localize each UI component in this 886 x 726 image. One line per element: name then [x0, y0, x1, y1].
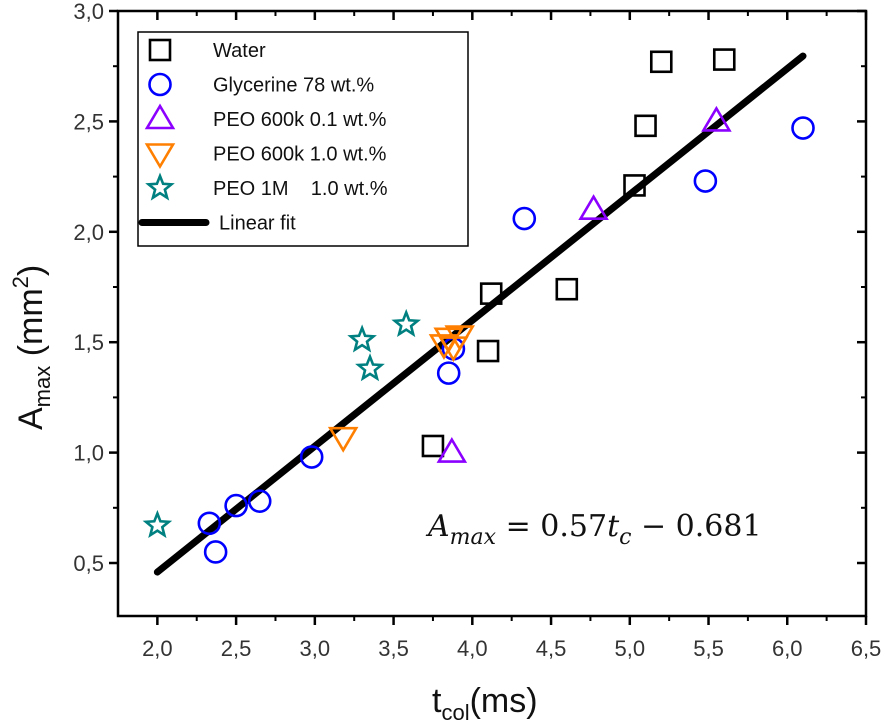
data-point: [623, 174, 646, 197]
data-point: [512, 206, 537, 231]
legend-box: [137, 31, 469, 247]
data-point: [355, 353, 385, 382]
data-point: [327, 426, 359, 453]
data-point: [197, 511, 222, 536]
x-tick-label: 2,5: [221, 636, 252, 661]
data-point: [299, 445, 324, 469]
series-peo-1m-1-0-wt: [142, 308, 422, 539]
data-point: [436, 361, 461, 385]
series-glycerine-78-wt: [197, 116, 815, 564]
y-axis-title-close: ): [12, 265, 50, 276]
x-tick-label: 5,0: [614, 636, 645, 661]
x-axis: 2,0 2,5 3,0 3,5 4,0 4,5 5,0 5,5 6,0 6,5: [142, 11, 881, 661]
data-point: [555, 277, 579, 301]
series-water: [421, 48, 736, 458]
legend-marker-triangle-down: [144, 143, 176, 170]
equation-var: t: [607, 509, 620, 544]
legend-label: Water: [213, 40, 266, 62]
data-point: [421, 434, 445, 458]
series-peo-600k-0-1-wt: [436, 105, 732, 463]
data-point: [142, 509, 173, 539]
data-point: [224, 493, 248, 518]
x-tick-label: 5,5: [693, 636, 724, 661]
y-axis: 0,5 1,0 1,5 2,0 2,5 3,0: [73, 0, 866, 576]
data-point: [444, 325, 475, 352]
plot-border: [116, 9, 868, 618]
y-tick-label: 1,5: [73, 330, 104, 355]
y-axis-title-main: A: [12, 407, 50, 430]
series-peo-600k-1-0-wt: [327, 325, 475, 453]
legend-item: PEO 600k 0.1 wt.%: [144, 103, 387, 131]
legend-label: PEO 1M 1.0 wt.%: [213, 178, 388, 200]
data-point: [701, 105, 732, 132]
x-tick-label: 3,0: [300, 636, 331, 661]
data-point: [479, 282, 503, 305]
equation-var-sub: c: [619, 525, 631, 550]
legend-marker-circle: [148, 72, 172, 97]
x-axis-title-sub: col: [441, 700, 469, 725]
fit-line-layer: [153, 52, 807, 576]
data-point: [391, 308, 422, 338]
legend-item: Glycerine 78 wt.%: [148, 72, 374, 97]
x-tick-label: 6,0: [772, 636, 803, 661]
y-tick-label: 3,0: [73, 0, 104, 24]
data-point: [634, 114, 657, 138]
x-tick-label: 4,5: [536, 636, 567, 661]
data-point: [578, 194, 609, 221]
y-tick-label: 0,5: [73, 551, 104, 576]
equation-rhs: = 0.57: [496, 509, 607, 544]
x-tick-label: 3,5: [378, 636, 409, 661]
legend-item: PEO 1M 1.0 wt.%: [145, 172, 388, 201]
y-tick-label: 2,0: [73, 220, 104, 245]
legend-marker-star: [145, 172, 175, 201]
legend-label: PEO 600k 0.1 wt.%: [213, 109, 387, 131]
data-point: [247, 489, 272, 513]
y-tick-label: 1,0: [73, 441, 104, 466]
legend: Water Glycerine 78 wt.% PEO 600k 0.1 wt.% P…: [137, 31, 469, 247]
legend-item: PEO 600k 1.0 wt.%: [144, 143, 387, 170]
data-point: [347, 324, 377, 353]
x-tick-label: 2,0: [142, 636, 173, 661]
equation-tail: − 0.681: [631, 509, 761, 544]
legend-item: Water: [148, 38, 266, 62]
fit-equation: Amax = 0.57tc − 0.681: [425, 509, 762, 550]
legend-label: Linear fit: [219, 213, 296, 235]
y-axis-title-unit: (mm: [12, 288, 50, 365]
linear-fit-line: [153, 52, 807, 576]
plot-frame: [116, 9, 868, 618]
data-point: [649, 50, 673, 74]
points-layer: [142, 48, 815, 564]
equation-lhs: A: [425, 509, 450, 544]
y-tick-label: 2,5: [73, 109, 104, 134]
y-axis-title-sub: max: [30, 366, 55, 408]
y-axis-title-sup: 2: [8, 276, 33, 288]
data-point: [693, 169, 718, 193]
y-axis-title: Amax (mm2): [8, 265, 55, 430]
legend-label: PEO 600k 1.0 wt.%: [213, 144, 387, 166]
legend-marker-square: [148, 38, 172, 62]
legend-marker-triangle-up: [144, 103, 176, 130]
data-point: [476, 339, 500, 363]
x-axis-title-unit: (ms): [470, 682, 538, 720]
data-point: [436, 437, 468, 463]
legend-item: Linear fit: [138, 213, 296, 235]
data-point: [712, 48, 736, 71]
x-axis-title-main: t: [432, 682, 442, 720]
x-axis-title: tcol(ms): [432, 682, 538, 725]
data-point: [791, 116, 815, 140]
equation-lhs-sub: max: [450, 525, 497, 550]
x-tick-label: 6,5: [851, 636, 882, 661]
legend-label: Glycerine 78 wt.%: [213, 75, 374, 97]
x-tick-label: 4,0: [457, 636, 488, 661]
data-point: [203, 540, 228, 564]
